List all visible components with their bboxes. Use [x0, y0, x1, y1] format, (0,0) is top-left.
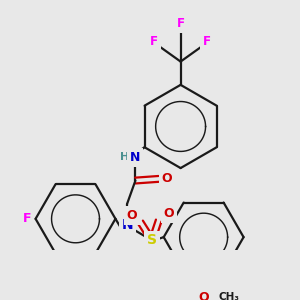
Text: F: F: [23, 212, 32, 225]
Text: CH₃: CH₃: [219, 292, 240, 300]
Text: F: F: [203, 35, 211, 48]
Text: F: F: [177, 17, 184, 30]
Text: F: F: [150, 35, 158, 48]
Text: O: O: [162, 172, 172, 185]
Text: O: O: [127, 209, 137, 222]
Text: N: N: [121, 218, 133, 233]
Text: O: O: [198, 290, 209, 300]
Text: O: O: [164, 207, 174, 220]
Text: N: N: [130, 151, 141, 164]
Text: S: S: [147, 233, 157, 248]
Text: H: H: [120, 152, 129, 162]
